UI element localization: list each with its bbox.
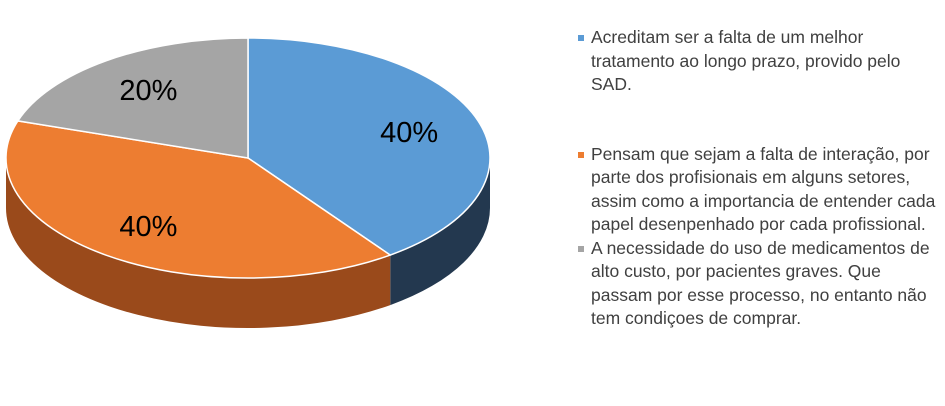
- legend-marker-3: [578, 245, 584, 252]
- legend-marker-1: [578, 35, 584, 41]
- legend-item-1: Acreditam ser a falta de um melhor trata…: [578, 26, 938, 97]
- data-label-1: 40%: [380, 117, 438, 149]
- chart-legend: Acreditam ser a falta de um melhor trata…: [578, 26, 938, 331]
- pie-side-2: [6, 158, 391, 328]
- pie-slice-2: [5, 120, 392, 279]
- pie-slice-3: [16, 37, 249, 159]
- pie-data-labels: 40% 40% 20%: [119, 75, 438, 243]
- data-label-3: 20%: [119, 75, 177, 107]
- legend-marker-2: [578, 151, 584, 158]
- legend-label-3: A necessidade do uso de medicamentos de …: [591, 237, 930, 329]
- legend-label-1: Acreditam ser a falta de um melhor trata…: [591, 27, 901, 94]
- legend-item-2: Pensam que sejam a falta de interação, p…: [578, 143, 938, 237]
- pie-slice-1: [247, 37, 491, 256]
- pie-slices: [5, 37, 491, 279]
- data-label-2: 40%: [119, 211, 177, 243]
- legend-item-3: A necessidade do uso de medicamentos de …: [578, 237, 938, 331]
- legend-label-2: Pensam que sejam a falta de interação, p…: [591, 143, 936, 235]
